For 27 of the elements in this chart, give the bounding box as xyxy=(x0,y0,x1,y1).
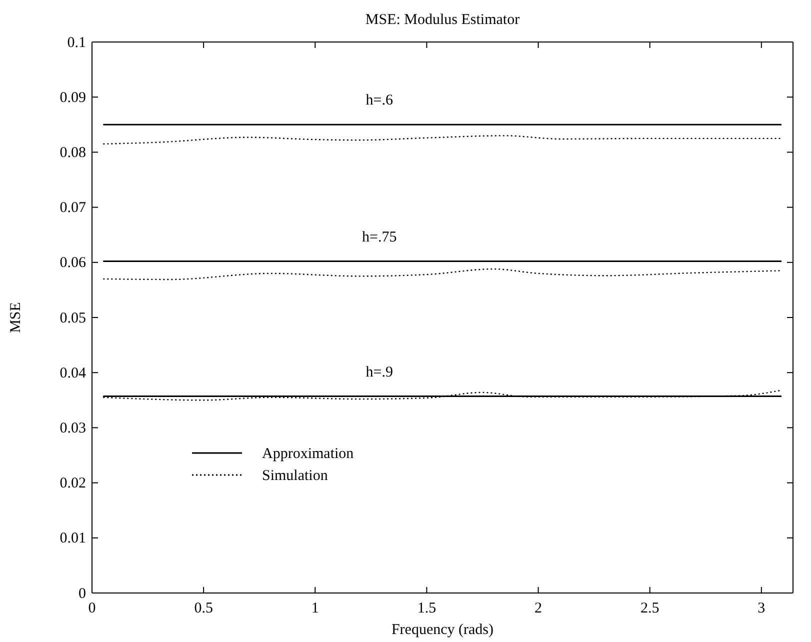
x-tick-label: 0.5 xyxy=(194,600,213,617)
x-tick-label: 2.5 xyxy=(640,600,660,617)
y-tick-label: 0.1 xyxy=(67,34,86,51)
annotation: h=.6 xyxy=(366,92,394,109)
line-series xyxy=(102,268,782,280)
x-tick-label: 1 xyxy=(311,600,319,617)
x-tick-label: 1.5 xyxy=(417,600,436,617)
x-tick-label: 3 xyxy=(758,600,766,617)
legend-label: Approximation xyxy=(262,446,354,462)
y-tick-label: 0.07 xyxy=(60,200,86,216)
y-tick-label: 0.06 xyxy=(60,255,86,272)
y-tick-label: 0.02 xyxy=(60,476,86,492)
y-tick-label: 0.05 xyxy=(60,310,86,326)
x-tick-label: 2 xyxy=(534,600,542,617)
x-axis-title: Frequency (rads) xyxy=(391,622,494,638)
y-tick-label: 0.03 xyxy=(60,420,86,436)
y-tick-label: 0 xyxy=(78,586,86,602)
line-series xyxy=(102,135,782,145)
y-tick-label: 0.09 xyxy=(60,90,86,106)
annotation: h=.75 xyxy=(362,229,397,246)
legend-label: Simulation xyxy=(262,468,328,484)
y-tick-label: 0.04 xyxy=(60,365,86,382)
annotation: h=.9 xyxy=(366,364,394,380)
chart-title: MSE: Modulus Estimator xyxy=(365,12,520,28)
y-axis-title: MSE xyxy=(8,302,24,333)
y-tick-label: 0.08 xyxy=(60,145,86,161)
y-tick-label: 0.01 xyxy=(60,530,86,547)
